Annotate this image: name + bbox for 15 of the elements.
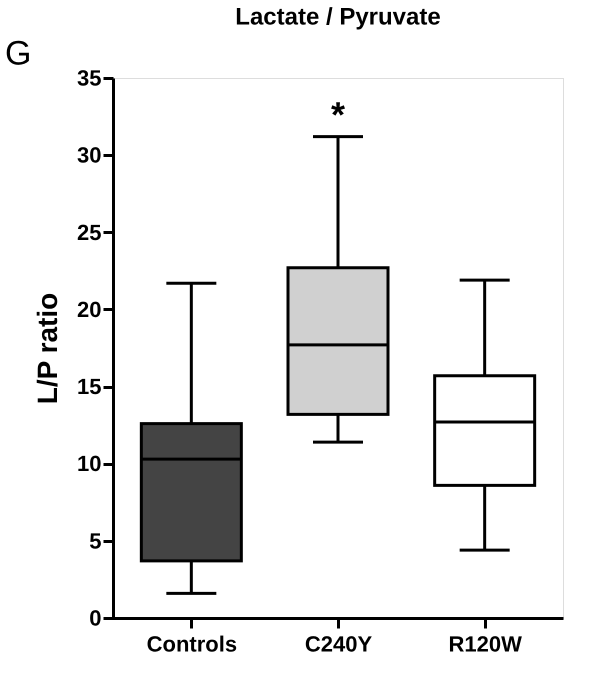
y-tick-label: 5 xyxy=(89,528,102,554)
annotation: * xyxy=(330,94,346,135)
y-axis-title: L/P ratio xyxy=(32,292,64,404)
y-tick-label: 25 xyxy=(77,220,102,245)
y-tick-label: 10 xyxy=(77,451,102,476)
x-tick-label: C240Y xyxy=(304,632,372,656)
y-tick-label: 15 xyxy=(77,374,102,400)
y-tick-label: 0 xyxy=(89,606,102,630)
x-tick-label: Controls xyxy=(146,632,238,656)
y-tick-label: 20 xyxy=(77,296,102,322)
y-tick-label: 35 xyxy=(77,66,102,90)
chart-title: Lactate / Pyruvate xyxy=(235,4,441,30)
y-tick-label: 30 xyxy=(77,142,102,168)
x-tick-label: R120W xyxy=(448,632,522,656)
text: G xyxy=(5,34,32,72)
